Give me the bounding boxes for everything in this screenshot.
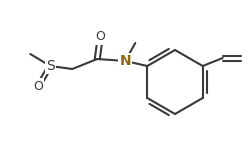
Text: N: N — [119, 54, 130, 68]
Text: O: O — [95, 30, 105, 44]
Text: S: S — [46, 59, 54, 73]
Text: O: O — [33, 80, 43, 93]
